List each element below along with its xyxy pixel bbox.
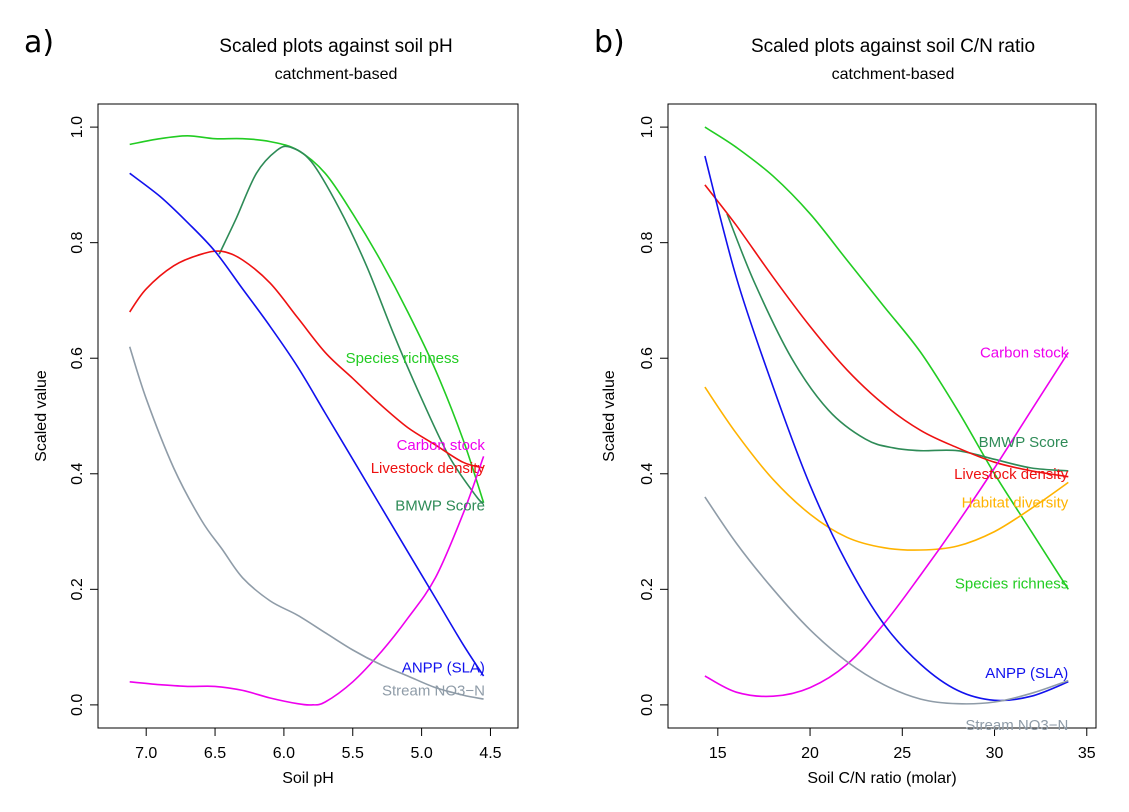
panel-b-x-axis-label: Soil C/N ratio (molar) bbox=[807, 770, 956, 787]
panel-b-label-bmwp-score: BMWP Score bbox=[979, 434, 1069, 451]
panel-a-x-tick-label: 6.5 bbox=[204, 745, 226, 762]
panel-a-x-tick-label: 5.5 bbox=[342, 745, 364, 762]
panel-b-series-stream-no3-n bbox=[704, 496, 1069, 705]
panel-a-y-tick-label: 1.0 bbox=[69, 116, 86, 138]
panel-b-y-tick-label: 0.8 bbox=[639, 231, 656, 253]
panel-b-x-tick-label: 25 bbox=[893, 745, 911, 762]
panel-b-y-axis-label: Scaled value bbox=[601, 370, 618, 462]
panel-b-x-tick-label: 35 bbox=[1078, 745, 1096, 762]
panel-b-plot-frame bbox=[667, 103, 1097, 729]
panel-b-x-tick-label: 15 bbox=[709, 745, 727, 762]
panel-a-x-tick-label: 5.0 bbox=[410, 745, 432, 762]
panel-a-y-tick-label: 0.2 bbox=[69, 578, 86, 600]
panel-a-plot-frame bbox=[97, 103, 519, 729]
panel-b-y-tick-label: 0.2 bbox=[639, 578, 656, 600]
panel-a-series-carbon-stock bbox=[129, 456, 485, 706]
panel-b-title: Scaled plots against soil C/N ratio bbox=[751, 36, 1035, 57]
panel-b-letter: b) bbox=[594, 25, 625, 60]
panel-a-label-carbon-stock: Carbon stock bbox=[397, 437, 486, 454]
panel-a-y-tick-label: 0.0 bbox=[69, 694, 86, 716]
panel-a-series-lines bbox=[128, 134, 485, 706]
panel-a-title: Scaled plots against soil pH bbox=[219, 36, 452, 57]
panel-b-series-lines bbox=[704, 126, 1069, 705]
panel-a-series-labels: Species richness Carbon stock Livestock de… bbox=[346, 350, 486, 699]
panel-b-x-tick-label: 20 bbox=[801, 745, 819, 762]
panel-a-label-anpp-sla: ANPP (SLA) bbox=[402, 659, 485, 676]
panel-b-series-livestock-density bbox=[704, 184, 1069, 478]
panel-a-label-livestock-density: Livestock density bbox=[371, 460, 486, 477]
panel-b-label-livestock-density: Livestock density bbox=[954, 466, 1069, 483]
panel-b-x-tick-label: 30 bbox=[986, 745, 1004, 762]
panel-b-label-stream-no3-n: Stream NO3−N bbox=[965, 717, 1068, 734]
panel-a-y-axis: 0.0 0.2 0.4 0.6 0.8 1.0 bbox=[69, 116, 98, 716]
panel-b-label-carbon-stock: Carbon stock bbox=[980, 344, 1069, 361]
panel-b-label-anpp-sla: ANPP (SLA) bbox=[985, 665, 1068, 682]
panel-a-series-anpp-sla bbox=[129, 172, 485, 677]
panel-b-series-habitat-diversity bbox=[704, 386, 1069, 551]
panel-a-label-bmwp-score: BMWP Score bbox=[395, 498, 485, 515]
panel-a-x-axis: 7.0 6.5 6.0 5.5 5.0 4.5 bbox=[135, 728, 502, 762]
panel-b: b) Scaled plots against soil C/N ratio c… bbox=[594, 25, 1097, 787]
panel-a-subtitle: catchment-based bbox=[275, 66, 398, 83]
panel-a-series-livestock-density bbox=[129, 250, 484, 469]
panel-b-series-bmwp-score bbox=[726, 213, 1069, 472]
panel-b-subtitle: catchment-based bbox=[832, 66, 955, 83]
panel-b-series-carbon-stock bbox=[704, 351, 1069, 698]
panel-a-y-tick-label: 0.4 bbox=[69, 463, 86, 485]
panel-b-y-tick-label: 1.0 bbox=[639, 116, 656, 138]
panel-a-label-stream-no3-n: Stream NO3−N bbox=[382, 682, 485, 699]
panel-b-label-species-richness: Species richness bbox=[955, 576, 1068, 593]
panel-b-label-habitat-diversity: Habitat diversity bbox=[962, 495, 1069, 512]
panel-b-series-species-richness bbox=[704, 126, 1069, 590]
panel-a-y-tick-label: 0.6 bbox=[69, 347, 86, 369]
panel-b-series-labels: Carbon stock BMWP Score Livestock density H… bbox=[954, 344, 1069, 734]
panel-a-series-species-richness bbox=[129, 134, 485, 503]
panel-a-x-tick-label: 4.5 bbox=[479, 745, 501, 762]
panel-b-series-anpp-sla bbox=[704, 155, 1069, 702]
panel-b-x-axis: 15 20 25 30 35 bbox=[709, 728, 1096, 762]
panel-a: a) Scaled plots against soil pH catchmen… bbox=[24, 25, 519, 787]
panel-b-y-axis: 0.0 0.2 0.4 0.6 0.8 1.0 bbox=[639, 116, 668, 716]
panel-b-y-tick-label: 0.4 bbox=[639, 463, 656, 485]
panel-a-series-bmwp-score bbox=[218, 145, 485, 504]
panel-a-letter: a) bbox=[24, 25, 54, 60]
panel-a-x-tick-label: 6.0 bbox=[273, 745, 295, 762]
panel-a-y-axis-label: Scaled value bbox=[33, 370, 50, 462]
panel-b-y-tick-label: 0.6 bbox=[639, 347, 656, 369]
panel-a-x-axis-label: Soil pH bbox=[282, 770, 334, 787]
panel-a-x-tick-label: 7.0 bbox=[135, 745, 157, 762]
panel-a-series-stream-no3-n bbox=[128, 346, 484, 700]
panel-a-y-tick-label: 0.8 bbox=[69, 231, 86, 253]
panel-b-y-tick-label: 0.0 bbox=[639, 694, 656, 716]
panel-a-label-species-richness: Species richness bbox=[346, 350, 459, 367]
